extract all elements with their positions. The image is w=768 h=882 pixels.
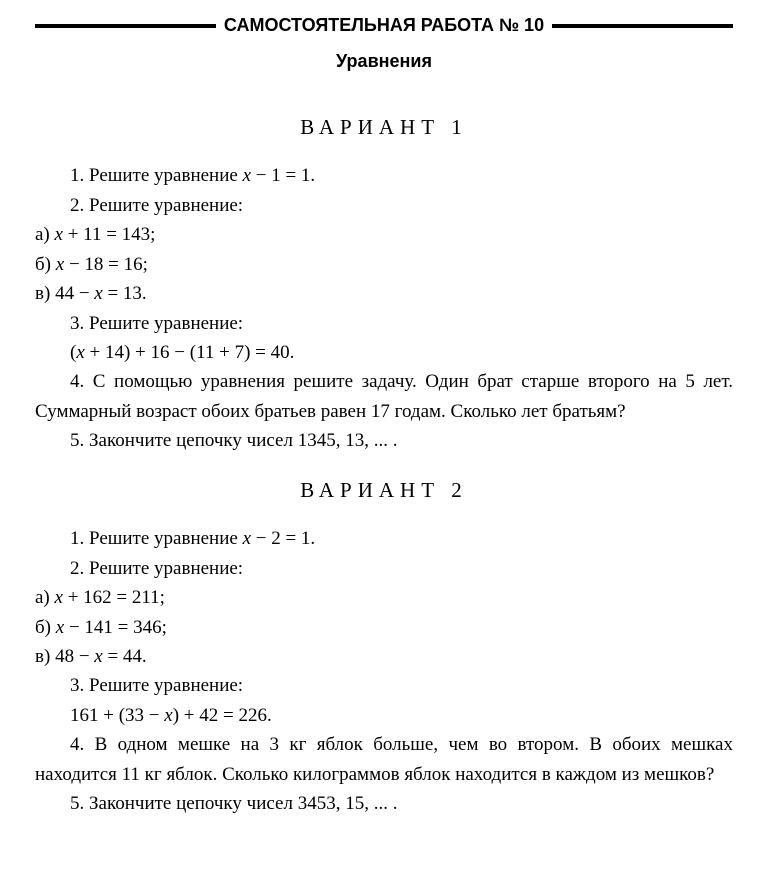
subtitle: Уравнения [35,48,733,76]
header-rule-right [552,24,733,28]
v1-p1-intro: 1. Решите уравнение [70,165,243,186]
v1-problem2c: в) 44 − x = 13. [35,279,733,308]
v2-problem5: 5. Закончите цепочку чисел 3453, 15, ...… [35,789,733,818]
v1-problem2b: б) x − 18 = 16; [35,250,733,279]
v1-p2b-label: б) [35,254,56,275]
v1-problem3-eq: (x + 14) + 16 − (11 + 7) = 40. [35,338,733,367]
v2-problem2-intro: 2. Решите уравнение: [35,554,733,583]
header-title: САМОСТОЯТЕЛЬНАЯ РАБОТА № 10 [216,12,552,40]
v2-problem3-eq: 161 + (33 − x) + 42 = 226. [35,701,733,730]
v1-p2a-label: а) [35,224,55,245]
v1-p2c-label: в) [35,283,55,304]
v2-p1-intro: 1. Решите уравнение [70,528,243,549]
v2-problem4: 4. В одном мешке на 3 кг яблок больше, ч… [35,730,733,789]
v2-problem1: 1. Решите уравнение x − 2 = 1. [35,524,733,553]
header-rule-left [35,24,216,28]
v2-problem3-intro: 3. Решите уравнение: [35,671,733,700]
v2-p2c-label: в) [35,646,55,667]
variant2-title: ВАРИАНТ 2 [35,474,733,507]
v1-problem2-intro: 2. Решите уравнение: [35,191,733,220]
v2-p2b-label: б) [35,617,56,638]
v1-problem1: 1. Решите уравнение x − 1 = 1. [35,161,733,190]
v2-problem2a: а) x + 162 = 211; [35,583,733,612]
variant1-title: ВАРИАНТ 1 [35,111,733,144]
v1-problem5: 5. Закончите цепочку чисел 1345, 13, ...… [35,426,733,455]
v1-problem3-intro: 3. Решите уравнение: [35,309,733,338]
header-line: САМОСТОЯТЕЛЬНАЯ РАБОТА № 10 [35,12,733,40]
v1-problem4: 4. С помощью уравнения решите задачу. Од… [35,367,733,426]
v2-problem2c: в) 48 − x = 44. [35,642,733,671]
v2-problem2b: б) x − 141 = 346; [35,613,733,642]
v2-p2a-label: а) [35,587,55,608]
v1-problem2a: а) x + 11 = 143; [35,220,733,249]
